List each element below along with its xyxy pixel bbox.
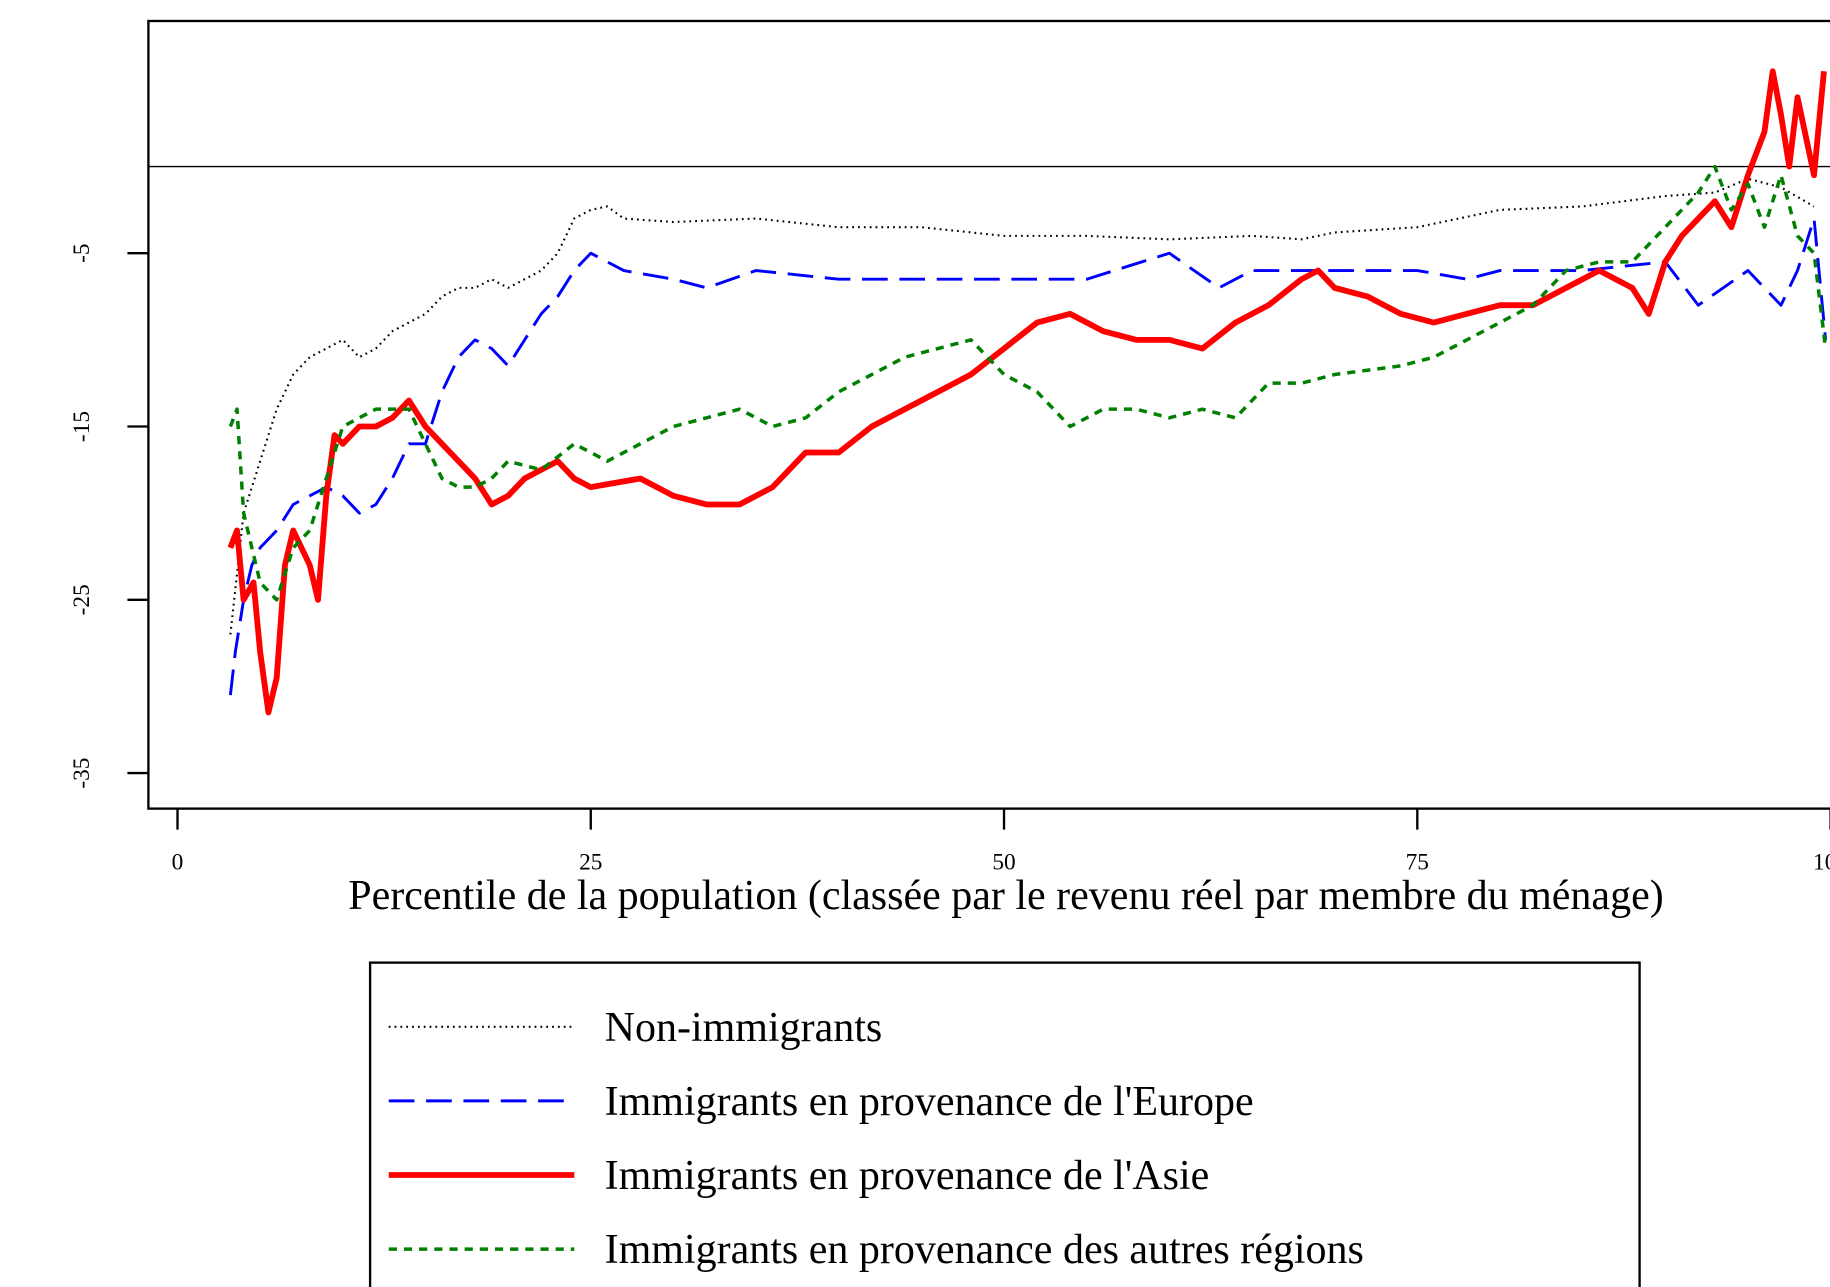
x-tick-label: 50 xyxy=(992,849,1015,875)
legend-label: Immigrants en provenance de l'Asie xyxy=(605,1153,1210,1199)
chart-title: 1991-1996 xyxy=(915,0,1097,8)
legend-label: Non-immigrants xyxy=(605,1005,883,1051)
plot-frame xyxy=(147,19,1830,810)
y-tick-label: -25 xyxy=(69,584,95,615)
y-tick-label: -15 xyxy=(69,411,95,442)
series-line xyxy=(228,164,1828,602)
y-tick-label: -35 xyxy=(69,758,95,789)
series-line xyxy=(229,177,1815,635)
legend-label: Immigrants en provenance de l'Europe xyxy=(605,1079,1254,1125)
legend-label: Immigrants en provenance des autres régi… xyxy=(605,1227,1364,1273)
series-line xyxy=(228,217,1828,696)
x-tick-label: 25 xyxy=(579,849,602,875)
series-line xyxy=(227,68,1827,716)
x-tick-label: 0 xyxy=(172,849,184,875)
legend-box xyxy=(368,961,1641,1287)
y-tick-label: -5 xyxy=(69,243,95,262)
x-tick-label: 75 xyxy=(1406,849,1429,875)
x-tick-label: 100 xyxy=(1813,849,1830,875)
x-axis-label: Percentile de la population (classée par… xyxy=(348,873,1663,919)
plot-area xyxy=(148,68,1830,716)
